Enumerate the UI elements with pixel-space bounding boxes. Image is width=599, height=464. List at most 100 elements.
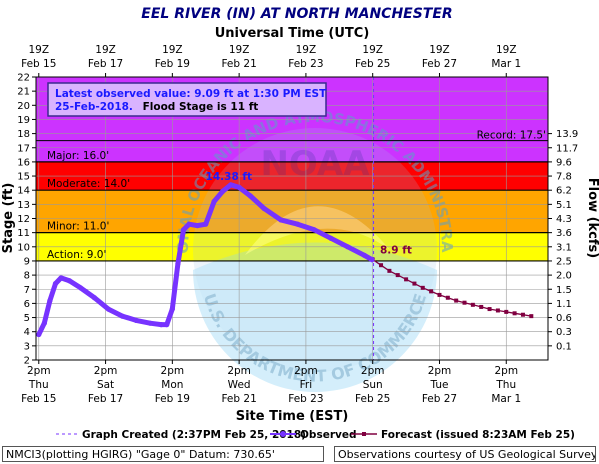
top-tick-date: Feb 21 bbox=[221, 58, 256, 70]
forecast-point bbox=[412, 281, 417, 286]
y-tick-label: 3 bbox=[24, 341, 30, 352]
flow-tick-label: 6.2 bbox=[556, 186, 572, 197]
flow-tick-label: 7.8 bbox=[556, 172, 572, 183]
y2-axis-label: Flow (kcfs) bbox=[585, 178, 599, 258]
y-tick-label: 9 bbox=[24, 256, 30, 267]
forecast-point bbox=[512, 311, 517, 316]
flow-tick-label: 3.1 bbox=[556, 242, 572, 253]
y-tick-label: 17 bbox=[17, 143, 30, 154]
observed-point bbox=[369, 257, 375, 263]
observed-point bbox=[294, 221, 301, 227]
forecast-point bbox=[529, 314, 534, 319]
y-tick-label: 15 bbox=[17, 172, 30, 183]
y-tick-label: 5 bbox=[24, 313, 30, 324]
flow-tick-label: 0.3 bbox=[556, 327, 572, 338]
observed-point bbox=[41, 320, 47, 326]
flow-tick-label: 5.1 bbox=[556, 200, 572, 211]
y-tick-label: 22 bbox=[17, 73, 30, 84]
bottom-tick-day: Thu bbox=[28, 379, 49, 391]
info-line-2-date: 25-Feb-2018. bbox=[55, 101, 133, 113]
annotations: 14.38 ft 8.9 ft bbox=[206, 171, 412, 257]
bottom-tick-day: Thu bbox=[495, 379, 516, 391]
bottom-tick-day: Wed bbox=[228, 379, 251, 391]
forecast-point bbox=[462, 300, 467, 305]
top-tick-time: 19Z bbox=[95, 44, 116, 56]
y-tick-label: 7 bbox=[24, 285, 30, 296]
observed-point bbox=[175, 261, 181, 267]
forecast-point bbox=[429, 289, 434, 294]
info-line-2-rest: Flood Stage is 11 ft bbox=[143, 101, 259, 113]
y-tick-label: 2 bbox=[24, 356, 30, 367]
y-tick-label: 19 bbox=[17, 115, 30, 126]
observed-point bbox=[169, 306, 175, 312]
top-tick-date: Feb 23 bbox=[288, 58, 323, 70]
flood-band-0 bbox=[36, 260, 548, 360]
observed-point bbox=[58, 275, 64, 281]
flow-tick-label: 0.6 bbox=[556, 313, 572, 324]
flow-tick-label: 3.6 bbox=[556, 228, 572, 239]
observed-point bbox=[66, 278, 72, 284]
observed-point bbox=[52, 280, 59, 287]
y-tick-label: 4 bbox=[24, 327, 30, 338]
latest-label: 8.9 ft bbox=[380, 245, 412, 257]
observed-point bbox=[203, 221, 209, 227]
top-tick-date: Feb 27 bbox=[422, 58, 457, 70]
bottom-tick-time: 2pm bbox=[161, 365, 185, 377]
bottom-tick-date: Feb 27 bbox=[422, 393, 457, 405]
forecast-point bbox=[520, 312, 525, 317]
bottom-tick-day: Sun bbox=[363, 379, 383, 391]
y-tick-label: 13 bbox=[17, 200, 30, 211]
forecast-point bbox=[395, 273, 400, 278]
legend-observed-marker bbox=[280, 431, 286, 437]
bottom-tick-time: 2pm bbox=[294, 365, 318, 377]
grid-lines bbox=[36, 77, 548, 360]
bottom-tick-time: 2pm bbox=[227, 365, 251, 377]
observed-point bbox=[236, 184, 242, 190]
flow-tick-label: 13.9 bbox=[556, 129, 578, 140]
top-tick-time: 19Z bbox=[496, 44, 517, 56]
legend-created-label: Graph Created (2:37PM Feb 25, 2018) bbox=[82, 429, 306, 441]
peak-label: 14.38 ft bbox=[206, 171, 252, 183]
top-tick-date: Feb 17 bbox=[88, 58, 123, 70]
top-axis-label: Universal Time (UTC) bbox=[215, 26, 370, 41]
forecast-point bbox=[379, 263, 384, 268]
bottom-tick-date: Feb 21 bbox=[221, 393, 256, 405]
observed-point bbox=[328, 235, 334, 241]
threshold-label: Minor: 11.0' bbox=[47, 221, 109, 233]
bottom-tick-time: 2pm bbox=[428, 365, 452, 377]
y-tick-label: 20 bbox=[17, 101, 30, 112]
observed-point bbox=[228, 182, 234, 188]
observed-point bbox=[105, 306, 111, 312]
forecast-point bbox=[495, 308, 500, 313]
observed-point bbox=[311, 227, 317, 233]
top-tick-time: 19Z bbox=[29, 44, 50, 56]
threshold-label: Major: 16.0' bbox=[47, 150, 109, 162]
forecast-point bbox=[479, 304, 484, 309]
top-tick-time: 19Z bbox=[429, 44, 450, 56]
bottom-tick-day: Fri bbox=[300, 379, 313, 391]
legend-forecast-marker bbox=[362, 432, 366, 436]
top-tick-date: Feb 15 bbox=[21, 58, 56, 70]
forecast-point bbox=[454, 298, 459, 303]
axes: 2 3 4 5 6 7 8 9 10 11 12 13 14 15 16 17 18 19 20 21 22 19Z Feb… bbox=[17, 44, 578, 405]
observed-point bbox=[158, 322, 164, 328]
bottom-tick-day: Tue bbox=[430, 379, 449, 391]
observed-point bbox=[186, 221, 192, 227]
flow-tick-label: 2.0 bbox=[556, 271, 572, 282]
forecast-point bbox=[470, 302, 475, 307]
y-tick-label: 21 bbox=[17, 87, 30, 98]
bottom-tick-date: Mar 1 bbox=[491, 393, 521, 405]
observed-point bbox=[91, 295, 98, 301]
flow-tick-label: 1.1 bbox=[556, 299, 572, 310]
forecast-point bbox=[487, 307, 492, 312]
flow-tick-label: 11.7 bbox=[556, 143, 578, 154]
threshold-lines: Major: 16.0' Moderate: 14.0' Minor: 11.0' A… bbox=[36, 130, 548, 262]
top-tick-date: Feb 19 bbox=[155, 58, 190, 70]
bottom-tick-day: Sat bbox=[97, 379, 114, 391]
y-tick-label: 16 bbox=[17, 157, 30, 168]
bottom-axis-label: Site Time (EST) bbox=[236, 409, 349, 424]
flow-tick-label: 4.3 bbox=[556, 214, 572, 225]
flow-tick-label: 0.1 bbox=[556, 341, 572, 352]
record-label: Record: 17.5' bbox=[477, 130, 546, 142]
latest-observation-box: Latest observed value: 9.09 ft at 1:30 P… bbox=[47, 82, 327, 117]
